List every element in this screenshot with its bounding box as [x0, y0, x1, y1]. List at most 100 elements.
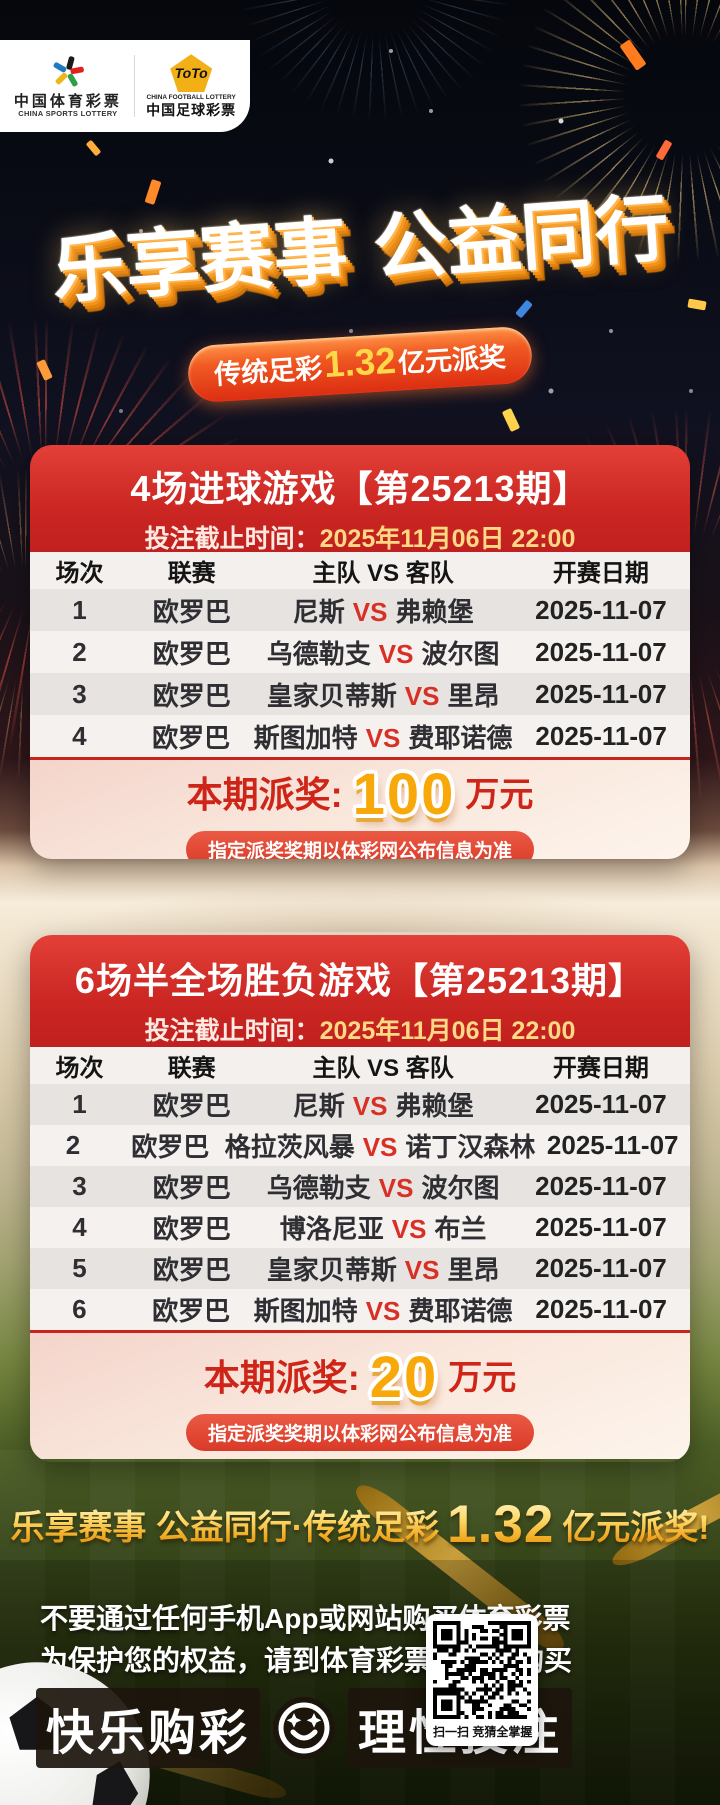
- card-footer: 本期派奖: 100 万元 指定派奖奖期以体彩网公布信息为准: [30, 760, 690, 859]
- match-no: 2: [72, 636, 87, 667]
- table-body: 1 欧罗巴 尼斯 VS 弗赖堡 2025-11-07 2 欧罗巴 格拉茨风暴 VS 诺丁…: [30, 1084, 690, 1330]
- card-header: 4场进球游戏【第25213期】 投注截止时间：2025年11月06日 22:00: [30, 445, 690, 553]
- prize-line: 本期派奖: 100 万元: [30, 766, 690, 824]
- confetti: [515, 299, 533, 319]
- match-date: 2025-11-07: [535, 1171, 667, 1201]
- smiley-icon: [273, 1697, 336, 1759]
- away-team: 波尔图: [421, 638, 500, 669]
- vs-label: VS: [404, 680, 440, 711]
- home-team: 皇家贝蒂斯: [266, 680, 397, 711]
- away-team: 诺丁汉森林: [405, 1132, 536, 1162]
- table-row: 2 欧罗巴 格拉茨风暴 VS 诺丁汉森林 2025-11-07: [30, 1125, 690, 1166]
- card-title: 6场半全场胜负游戏【第25213期】: [74, 960, 646, 1001]
- slogan-suffix: 亿元派奖!: [562, 1500, 709, 1549]
- prize-label: 本期派奖:: [186, 774, 343, 815]
- match-no: 1: [72, 1089, 87, 1119]
- prize-unit: 万元: [465, 776, 534, 814]
- hero-banner: 传统足彩1.32亿元派奖: [186, 325, 534, 404]
- league: 欧罗巴: [152, 722, 231, 753]
- match: 格拉茨风暴 VS 诺丁汉森林: [225, 1127, 536, 1164]
- home-team: 斯图加特: [253, 1296, 358, 1326]
- confetti: [687, 298, 707, 311]
- firework-burst: [240, 0, 510, 120]
- match: 博洛尼亚 VS 布兰: [254, 1209, 511, 1246]
- match-date: 2025-11-07: [535, 678, 667, 709]
- hero-title-left: 乐享赛事: [49, 208, 351, 313]
- home-team: 博洛尼亚: [279, 1214, 384, 1244]
- game-card-6half: 6场半全场胜负游戏【第25213期】 投注截止时间：2025年11月06日 22…: [30, 935, 690, 1462]
- match: 乌德勒支 VS 波尔图: [254, 634, 511, 671]
- col-date: 开赛日期: [552, 1055, 649, 1082]
- match: 尼斯 VS 弗赖堡: [254, 592, 511, 629]
- away-team: 费耶诺德: [408, 1296, 513, 1326]
- match-date: 2025-11-07: [535, 720, 667, 751]
- col-league: 联赛: [167, 1055, 216, 1082]
- match-no: 2: [65, 1130, 81, 1160]
- red-divider: [30, 757, 690, 760]
- vs-label: VS: [352, 596, 388, 627]
- prize-label: 本期派奖:: [203, 1357, 360, 1398]
- home-team: 尼斯: [292, 1091, 345, 1121]
- logo-divider: [133, 55, 135, 117]
- banner-suffix: 亿元派奖: [397, 342, 507, 379]
- match-date: 2025-11-07: [546, 1130, 679, 1160]
- card-header: 6场半全场胜负游戏【第25213期】 投注截止时间：2025年11月06日 22…: [30, 935, 690, 1047]
- away-team: 里昂: [447, 1255, 500, 1285]
- slogan-amount: 1.32: [447, 1495, 555, 1554]
- vs-label: VS: [404, 1255, 440, 1285]
- match: 乌德勒支 VS 波尔图: [254, 1168, 511, 1205]
- home-team: 斯图加特: [253, 722, 358, 753]
- table-row: 4 欧罗巴 博洛尼亚 VS 布兰 2025-11-07: [30, 1207, 690, 1248]
- league: 欧罗巴: [152, 1091, 231, 1121]
- confetti: [144, 179, 162, 205]
- col-date: 开赛日期: [552, 560, 649, 587]
- league: 欧罗巴: [152, 596, 231, 627]
- csl-pinwheel-icon: [53, 56, 84, 87]
- away-team: 弗赖堡: [395, 596, 474, 627]
- deadline-value: 2025年11月06日 22:00: [319, 525, 576, 553]
- home-team: 乌德勒支: [266, 1173, 371, 1203]
- hero-title: 乐享赛事 公益同行: [0, 165, 720, 322]
- table-body: 1 欧罗巴 尼斯 VS 弗赖堡 2025-11-07 2 欧罗巴 乌德勒支 VS 波尔图…: [30, 589, 690, 757]
- qr-panel: 扫一扫 竞猜全掌握: [426, 1614, 538, 1746]
- match: 斯图加特 VS 费耶诺德: [254, 718, 513, 755]
- away-team: 里昂: [447, 680, 500, 711]
- league: 欧罗巴: [131, 1132, 210, 1162]
- table-row: 4 欧罗巴 斯图加特 VS 费耶诺德 2025-11-07: [30, 715, 690, 757]
- away-team: 费耶诺德: [408, 722, 513, 753]
- logo-box: 中国体育彩票 CHINA SPORTS LOTTERY ToTo CHINA F…: [0, 40, 250, 132]
- league: 欧罗巴: [152, 638, 231, 669]
- banner-prefix: 传统足彩: [213, 353, 324, 390]
- league: 欧罗巴: [152, 1173, 231, 1203]
- match: 斯图加特 VS 费耶诺德: [254, 1291, 513, 1328]
- match-no: 6: [72, 1294, 87, 1324]
- league: 欧罗巴: [152, 1296, 231, 1326]
- league: 欧罗巴: [152, 1255, 231, 1285]
- col-no: 场次: [55, 1055, 104, 1082]
- match-date: 2025-11-07: [535, 1212, 667, 1242]
- prize-note: 指定派奖奖期以体彩网公布信息为准: [185, 1414, 534, 1451]
- deadline-value: 2025年11月06日 22:00: [319, 1017, 576, 1045]
- away-team: 布兰: [434, 1214, 487, 1244]
- confetti: [85, 139, 102, 157]
- toto-pentagon-icon: ToTo: [170, 54, 213, 93]
- prize-line: 本期派奖: 20 万元: [30, 1349, 690, 1407]
- table-row: 3 欧罗巴 皇家贝蒂斯 VS 里昂 2025-11-07: [30, 673, 690, 715]
- qr-caption: 扫一扫 竞猜全掌握: [433, 1725, 533, 1739]
- home-team: 尼斯: [292, 596, 345, 627]
- table-header: 场次 联赛 主队 VS 客队 开赛日期: [30, 1047, 690, 1084]
- home-team: 格拉茨风暴: [224, 1132, 355, 1162]
- league: 欧罗巴: [152, 1214, 231, 1244]
- table-row: 2 欧罗巴 乌德勒支 VS 波尔图 2025-11-07: [30, 631, 690, 673]
- match-date: 2025-11-07: [535, 1294, 667, 1324]
- deadline: 投注截止时间：2025年11月06日 22:00: [30, 1011, 690, 1047]
- match-no: 3: [72, 1171, 87, 1201]
- deadline-label: 投注截止时间：: [144, 525, 320, 553]
- table-row: 3 欧罗巴 乌德勒支 VS 波尔图 2025-11-07: [30, 1166, 690, 1207]
- red-divider: [30, 1330, 690, 1333]
- table-header: 场次 联赛 主队 VS 客队 开赛日期: [30, 552, 690, 589]
- card-footer: 本期派奖: 20 万元 指定派奖奖期以体彩网公布信息为准: [30, 1333, 690, 1459]
- csl-name-en: CHINA SPORTS LOTTERY: [18, 109, 118, 119]
- match-no: 4: [72, 720, 87, 751]
